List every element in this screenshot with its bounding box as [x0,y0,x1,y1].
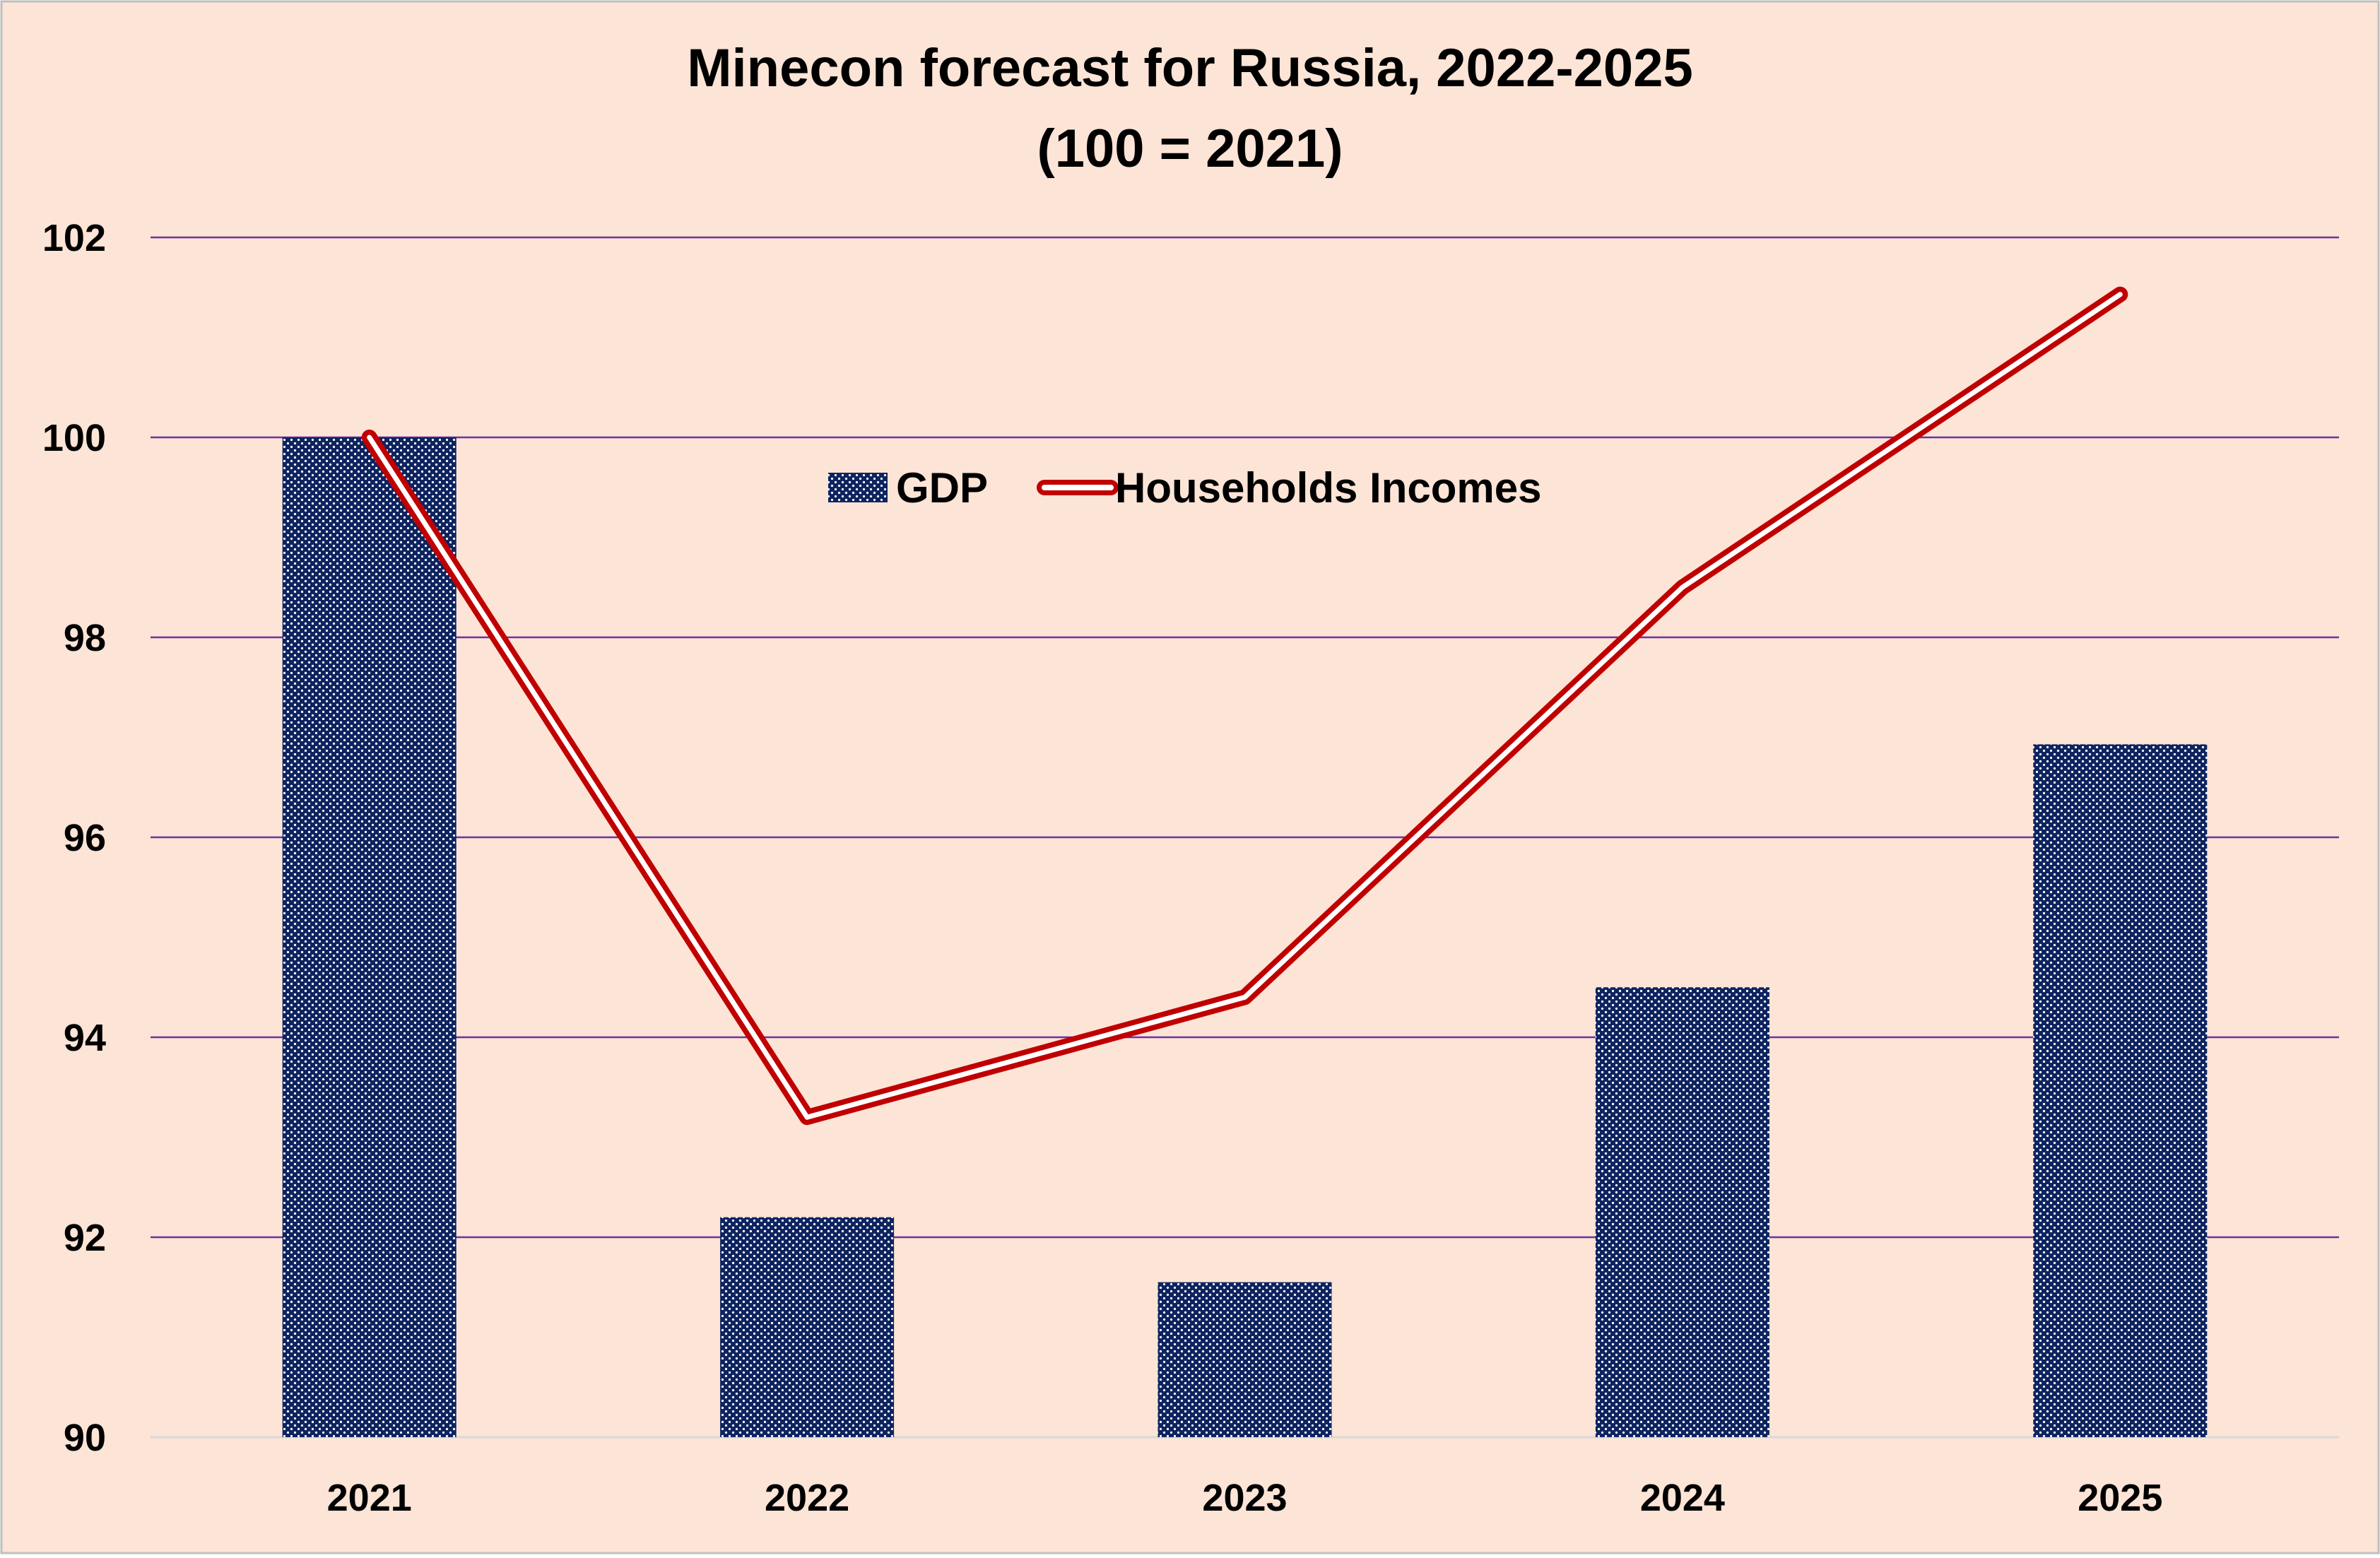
x-tick-label-2024: 2024 [1640,1477,1725,1519]
x-tick-label-2021: 2021 [327,1477,412,1519]
y-tick-label-92: 92 [64,1217,106,1259]
legend-gdp-swatch [828,473,888,502]
legend-gdp-label: GDP [896,464,988,512]
gdp-bar-2024 [1595,987,1769,1437]
y-tick-label-100: 100 [42,417,106,459]
gdp-bar-2023 [1157,1282,1332,1437]
gdp-bar-2021 [282,437,456,1437]
y-tick-label-96: 96 [64,817,106,859]
y-axis-tick-labels: 90 92 94 96 98 100 102 [42,217,106,1459]
y-tick-label-98: 98 [64,617,106,659]
x-axis-tick-labels: 2021 2022 2023 2024 2025 [327,1477,2163,1519]
gdp-bars [282,437,2208,1437]
legend: GDP Households Incomes [828,464,1541,512]
households-incomes-line [361,286,2128,1126]
gdp-bar-2025 [2033,744,2208,1437]
gridlines [151,236,2339,1439]
gdp-bar-2022 [720,1217,895,1437]
households-incomes-line-inner [367,292,2123,1120]
x-tick-label-2025: 2025 [2078,1477,2162,1519]
y-tick-label-102: 102 [42,217,106,259]
chart-title: Minecon forecast for Russia, 2022-2025 [687,38,1692,98]
x-tick-label-2023: 2023 [1202,1477,1287,1519]
x-tick-label-2022: 2022 [765,1477,849,1519]
legend-households-incomes-label: Households Incomes [1115,464,1541,512]
y-tick-label-94: 94 [64,1017,106,1059]
y-tick-label-90: 90 [64,1417,106,1459]
chart-subtitle: (100 = 2021) [1037,119,1343,179]
